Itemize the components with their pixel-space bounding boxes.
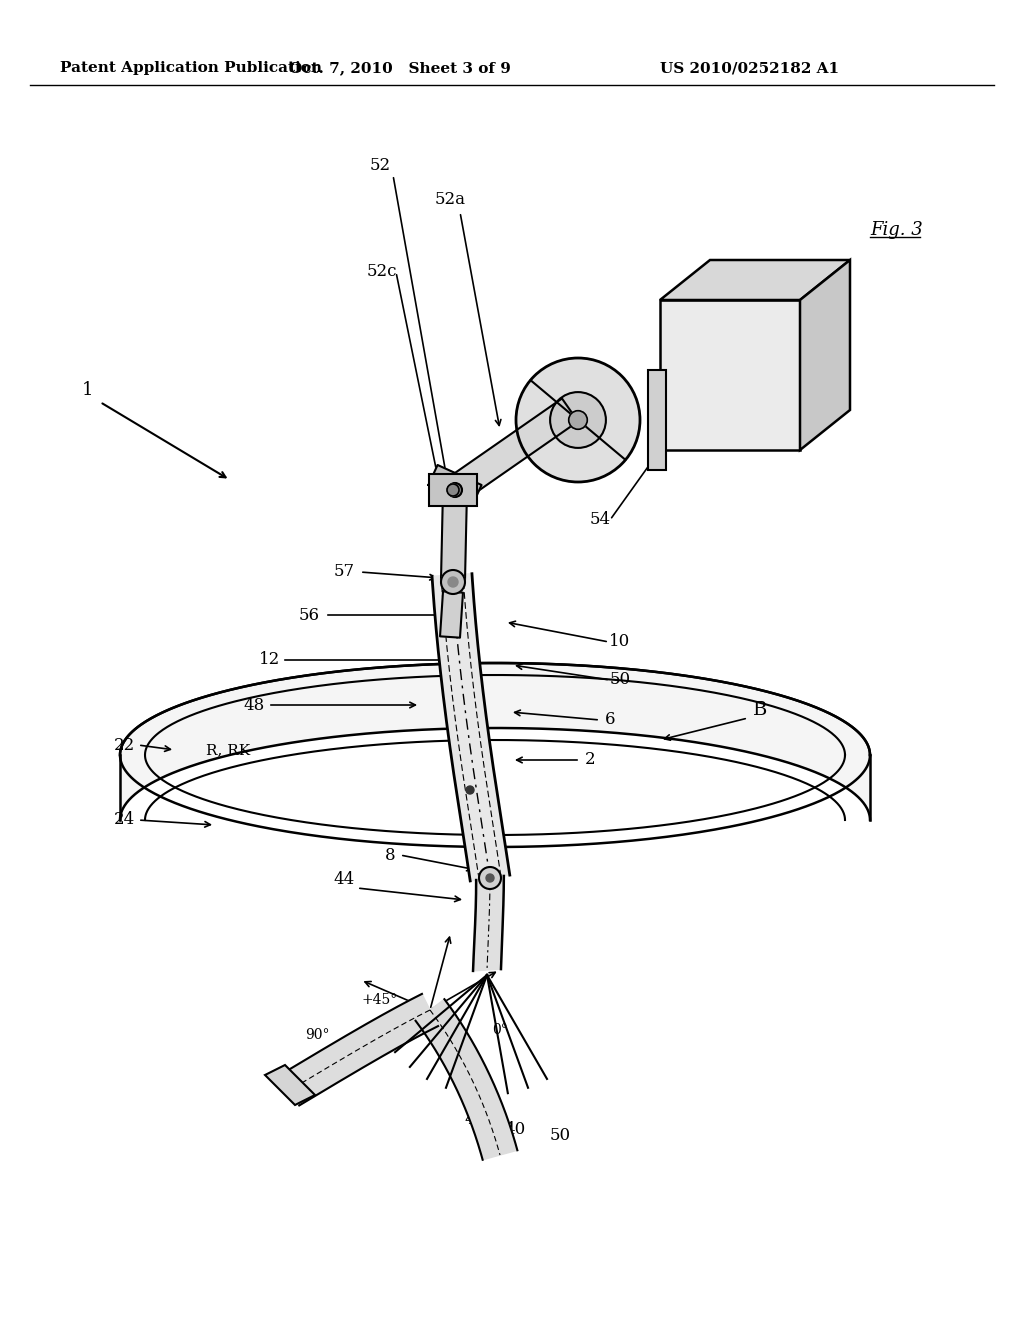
- Polygon shape: [660, 260, 850, 300]
- Text: 0°: 0°: [493, 1023, 508, 1038]
- Circle shape: [447, 484, 459, 496]
- Polygon shape: [441, 490, 467, 581]
- Circle shape: [449, 483, 462, 498]
- Text: 12: 12: [259, 652, 280, 668]
- Text: 54: 54: [590, 511, 610, 528]
- Text: 4: 4: [465, 1111, 475, 1129]
- Text: 10: 10: [609, 634, 631, 651]
- Text: Patent Application Publication: Patent Application Publication: [60, 61, 322, 75]
- Polygon shape: [447, 399, 578, 502]
- Text: 22: 22: [114, 737, 135, 754]
- Text: Fig. 3: Fig. 3: [870, 220, 923, 239]
- Text: 52c: 52c: [367, 264, 397, 281]
- Polygon shape: [800, 260, 850, 450]
- Text: 52a: 52a: [434, 191, 466, 209]
- Text: 6: 6: [605, 711, 615, 729]
- Polygon shape: [440, 591, 463, 638]
- Polygon shape: [428, 465, 481, 506]
- Circle shape: [479, 867, 501, 888]
- Polygon shape: [432, 574, 510, 880]
- Text: b: b: [480, 748, 489, 762]
- Text: 44: 44: [334, 871, 355, 888]
- Circle shape: [516, 358, 640, 482]
- Circle shape: [568, 411, 588, 429]
- Polygon shape: [281, 994, 438, 1105]
- Text: B: B: [753, 701, 767, 719]
- Polygon shape: [429, 474, 477, 506]
- Text: 1: 1: [82, 381, 94, 399]
- Text: Oct. 7, 2010   Sheet 3 of 9: Oct. 7, 2010 Sheet 3 of 9: [289, 61, 511, 75]
- Text: 50: 50: [609, 672, 631, 689]
- Circle shape: [486, 874, 494, 882]
- Circle shape: [441, 570, 465, 594]
- Text: 52: 52: [370, 157, 390, 173]
- Polygon shape: [265, 1065, 315, 1105]
- Text: 40: 40: [505, 1122, 525, 1138]
- Text: 50: 50: [550, 1126, 570, 1143]
- Text: +45°: +45°: [361, 993, 398, 1007]
- Circle shape: [466, 785, 474, 795]
- Circle shape: [449, 577, 458, 587]
- Text: 8: 8: [384, 846, 395, 863]
- Text: 48: 48: [244, 697, 265, 714]
- Polygon shape: [120, 663, 870, 820]
- Text: 57: 57: [334, 564, 355, 581]
- Text: 24: 24: [114, 812, 135, 829]
- Polygon shape: [660, 300, 800, 450]
- Text: 90°: 90°: [305, 1028, 330, 1041]
- Circle shape: [550, 392, 606, 447]
- Text: 2: 2: [585, 751, 595, 768]
- Text: R, RK: R, RK: [206, 743, 250, 756]
- Polygon shape: [416, 999, 517, 1160]
- Polygon shape: [473, 876, 504, 972]
- Polygon shape: [648, 371, 666, 470]
- Text: US 2010/0252182 A1: US 2010/0252182 A1: [660, 61, 840, 75]
- Text: 56: 56: [299, 606, 319, 623]
